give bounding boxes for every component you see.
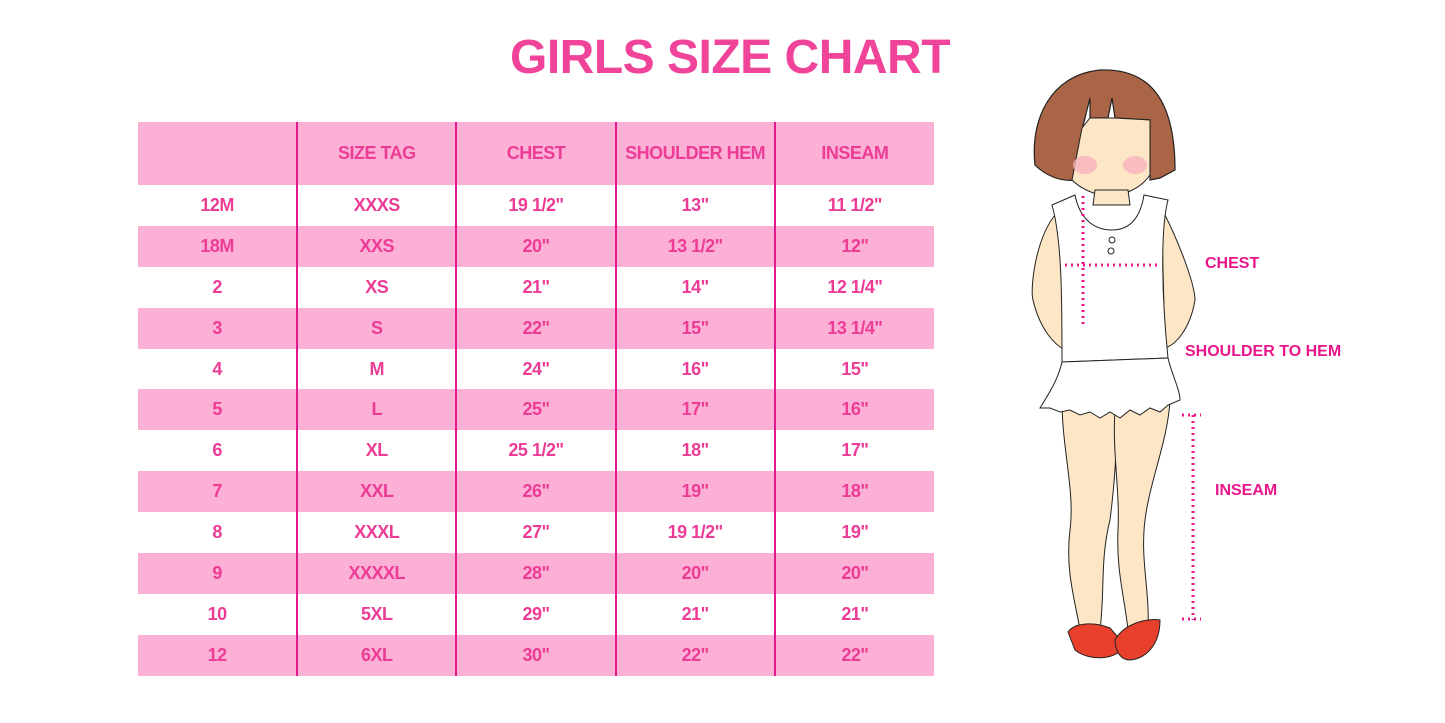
- shoulder-to-hem-label: SHOULDER TO HEM: [1185, 343, 1342, 360]
- table-cell: 20": [773, 553, 934, 594]
- table-cell: 29": [455, 593, 616, 635]
- inseam-label: INSEAM: [1215, 482, 1278, 499]
- table-row: 12M XXXS 19 1/2" 13" 11 1/2": [138, 185, 934, 226]
- table-row: 12 6XL 30" 22" 22": [138, 634, 934, 676]
- table-cell: 26": [455, 471, 616, 513]
- table-row: 3 S 22" 15" 13 1/4": [138, 307, 934, 349]
- column-header: CHEST: [455, 122, 616, 185]
- table-cell: 20": [455, 225, 616, 267]
- table-cell: 18": [614, 430, 775, 472]
- table-cell: 21": [773, 593, 934, 635]
- table-cell: 12": [773, 225, 934, 267]
- table-cell: 18": [773, 471, 934, 513]
- right-shoe: [1114, 619, 1161, 661]
- column-header: [138, 122, 298, 185]
- left-arm: [1031, 214, 1066, 351]
- hair: [1033, 69, 1176, 181]
- table-row: 8 XXXL 27" 19 1/2" 19": [138, 512, 934, 554]
- table-row: 6 XL 25 1/2" 18" 17": [138, 430, 934, 472]
- table-cell: 7: [138, 471, 298, 513]
- dress-skirt: [1039, 357, 1181, 419]
- table-cell: L: [296, 389, 457, 431]
- table-cell: 19 1/2": [614, 512, 775, 554]
- table-cell: 5XL: [296, 593, 457, 635]
- column-header: SHOULDER HEM: [614, 122, 775, 185]
- table-cell: 6: [212, 440, 222, 461]
- table-cell: 12M: [200, 194, 234, 215]
- table-cell: S: [296, 307, 457, 349]
- table-cell: 19 1/2": [455, 185, 616, 226]
- table-cell: 19": [773, 512, 934, 554]
- table-cell: XXL: [296, 471, 457, 513]
- table-cell: 24": [455, 348, 616, 390]
- right-leg: [1113, 399, 1171, 631]
- table-row: 2 XS 21" 14" 12 1/4": [138, 266, 934, 308]
- table-cell: 17": [614, 389, 775, 431]
- table-cell: 21": [455, 266, 616, 308]
- table-cell: 28": [455, 553, 616, 594]
- table-cell: 15": [773, 348, 934, 390]
- table-cell: 16": [773, 389, 934, 431]
- table-cell: 6XL: [296, 634, 457, 676]
- table-row: 4 M 24" 16" 15": [138, 348, 934, 390]
- table-cell: 13 1/2": [614, 225, 775, 267]
- table-cell: 20": [614, 553, 775, 594]
- table-row: 7 XXL 26" 19" 18": [138, 471, 934, 513]
- table-row: 10 5XL 29" 21" 21": [138, 593, 934, 635]
- table-cell: 25 1/2": [455, 430, 616, 472]
- table-cell: 3: [138, 307, 298, 349]
- table-row: 9 XXXXL 28" 20" 20": [138, 553, 934, 594]
- left-leg: [1061, 399, 1117, 631]
- table-cell: 22": [614, 634, 775, 676]
- dress-top: [1051, 194, 1169, 363]
- right-arm: [1161, 213, 1196, 349]
- table-cell: 17": [773, 430, 934, 472]
- table-row: 18M XXS 20" 13 1/2" 12": [138, 225, 934, 267]
- table-cell: 21": [614, 593, 775, 635]
- size-table: SIZE TAG CHEST SHOULDER HEM INSEAM 12M XXXS 1…: [138, 122, 934, 676]
- table-cell: 18M: [138, 225, 298, 267]
- table-cell: XXS: [296, 225, 457, 267]
- table-cell: 14": [614, 266, 775, 308]
- chest-label: CHEST: [1205, 255, 1260, 272]
- table-cell: 19": [614, 471, 775, 513]
- table-cell: XS: [296, 266, 457, 308]
- table-cell: 15": [614, 307, 775, 349]
- table-cell: XXXL: [296, 512, 457, 554]
- table-cell: 13": [614, 185, 775, 226]
- column-header: INSEAM: [773, 122, 934, 185]
- column-header: SIZE TAG: [296, 122, 457, 185]
- table-cell: 30": [455, 634, 616, 676]
- page-title: GIRLS SIZE CHART: [510, 31, 951, 84]
- table-cell: 13 1/4": [773, 307, 934, 349]
- table-cell: M: [296, 348, 457, 390]
- table-cell: XL: [296, 430, 457, 472]
- table-cell: 8: [212, 522, 222, 543]
- table-cell: 10: [207, 603, 228, 624]
- table-cell: 22": [455, 307, 616, 349]
- table-cell: 9: [138, 553, 298, 594]
- table-cell: 25": [455, 389, 616, 431]
- table-cell: 12 1/4": [773, 266, 934, 308]
- table-cell: 16": [614, 348, 775, 390]
- table-cell: 12: [138, 634, 298, 676]
- table-cell: 22": [773, 634, 934, 676]
- table-cell: 5: [138, 389, 298, 431]
- table-cell: XXXXL: [296, 553, 457, 594]
- table-cell: XXXS: [296, 185, 457, 226]
- table-header-row: SIZE TAG CHEST SHOULDER HEM INSEAM: [138, 122, 934, 185]
- table-cell: 11 1/2": [773, 185, 934, 226]
- table-cell: 4: [212, 358, 222, 379]
- table-cell: 2: [212, 276, 222, 297]
- table-row: 5 L 25" 17" 16": [138, 389, 934, 431]
- table-cell: 27": [455, 512, 616, 554]
